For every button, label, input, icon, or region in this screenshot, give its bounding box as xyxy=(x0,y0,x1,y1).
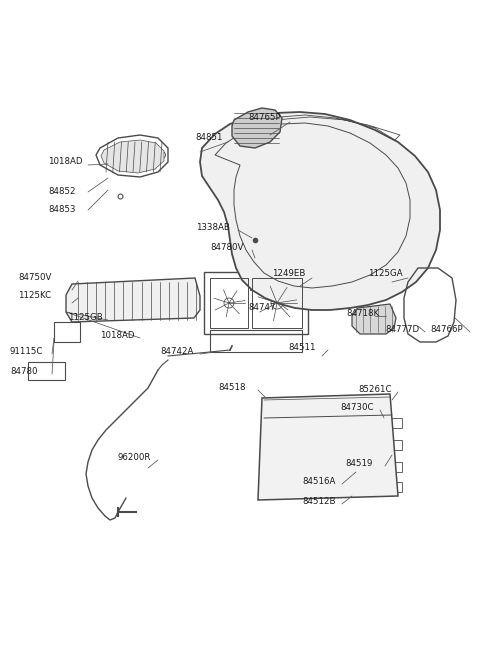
Text: 84766P: 84766P xyxy=(430,326,463,335)
Text: 84730C: 84730C xyxy=(340,403,373,413)
Text: 84518: 84518 xyxy=(218,383,245,392)
Text: 84742A: 84742A xyxy=(160,348,193,356)
Circle shape xyxy=(271,297,283,309)
Text: 1125KC: 1125KC xyxy=(18,291,51,301)
Bar xyxy=(390,482,402,492)
Text: 84780: 84780 xyxy=(10,367,37,377)
Polygon shape xyxy=(101,140,164,173)
Text: 1338AB: 1338AB xyxy=(196,223,230,233)
Circle shape xyxy=(224,298,234,308)
Text: 84777D: 84777D xyxy=(385,326,419,335)
Text: 84765P: 84765P xyxy=(248,113,281,122)
Text: 84747: 84747 xyxy=(248,303,276,312)
Text: 84718K: 84718K xyxy=(346,310,379,318)
Text: 84750V: 84750V xyxy=(18,274,51,282)
Text: 1018AD: 1018AD xyxy=(100,331,134,341)
Text: 1018AD: 1018AD xyxy=(48,157,83,166)
Text: 1125GB: 1125GB xyxy=(68,314,103,322)
Text: 84516A: 84516A xyxy=(302,477,336,487)
Text: 1249EB: 1249EB xyxy=(272,269,305,278)
Text: 96200R: 96200R xyxy=(118,453,151,462)
Bar xyxy=(250,245,330,290)
Text: 84511: 84511 xyxy=(288,343,315,352)
Text: 84853: 84853 xyxy=(48,206,75,214)
Bar xyxy=(204,272,308,334)
Text: 1125GA: 1125GA xyxy=(368,269,403,278)
Circle shape xyxy=(158,151,166,159)
Text: 84852: 84852 xyxy=(48,187,75,196)
Circle shape xyxy=(105,155,111,162)
Text: 85261C: 85261C xyxy=(358,386,392,394)
Text: 84519: 84519 xyxy=(345,460,372,468)
Polygon shape xyxy=(232,108,282,148)
Polygon shape xyxy=(66,278,200,322)
Bar xyxy=(390,462,402,472)
Bar xyxy=(390,440,402,450)
Text: 84851: 84851 xyxy=(195,134,223,143)
Text: 84780V: 84780V xyxy=(210,244,243,252)
Polygon shape xyxy=(258,394,398,500)
Bar xyxy=(390,418,402,428)
Text: 91115C: 91115C xyxy=(10,348,43,356)
Text: 84512B: 84512B xyxy=(302,498,336,506)
Polygon shape xyxy=(200,112,440,310)
Bar xyxy=(275,422,330,452)
Polygon shape xyxy=(352,304,396,334)
